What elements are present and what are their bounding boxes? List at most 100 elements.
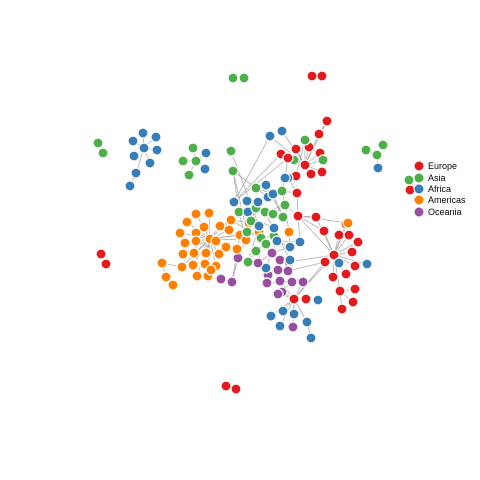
graph-node[interactable] [347, 296, 359, 308]
graph-node[interactable] [181, 216, 193, 228]
graph-node[interactable] [190, 235, 202, 247]
graph-node[interactable] [274, 275, 286, 287]
graph-node[interactable] [177, 248, 189, 260]
graph-node[interactable] [95, 248, 107, 260]
graph-node[interactable] [321, 115, 333, 127]
graph-node[interactable] [313, 128, 325, 140]
graph-node[interactable] [176, 261, 188, 273]
graph-node[interactable] [279, 199, 291, 211]
graph-node[interactable] [130, 167, 142, 179]
graph-node[interactable] [167, 279, 179, 291]
graph-node[interactable] [334, 285, 346, 297]
graph-node[interactable] [179, 237, 191, 249]
graph-node[interactable] [252, 196, 264, 208]
graph-node[interactable] [261, 277, 273, 289]
graph-node[interactable] [127, 135, 139, 147]
graph-node[interactable] [349, 283, 361, 295]
graph-node[interactable] [277, 305, 289, 317]
graph-node[interactable] [137, 127, 149, 139]
graph-node[interactable] [227, 165, 239, 177]
graph-node[interactable] [317, 154, 329, 166]
graph-node[interactable] [291, 187, 303, 199]
graph-node[interactable] [290, 143, 302, 155]
graph-node[interactable] [214, 220, 226, 232]
graph-node[interactable] [128, 150, 140, 162]
graph-node[interactable] [241, 226, 253, 238]
graph-node[interactable] [264, 130, 276, 142]
graph-node[interactable] [336, 303, 348, 315]
graph-node[interactable] [177, 155, 189, 167]
graph-node[interactable] [124, 180, 136, 192]
graph-node[interactable] [199, 163, 211, 175]
graph-node[interactable] [340, 268, 352, 280]
graph-node[interactable] [97, 147, 109, 159]
graph-node[interactable] [333, 229, 345, 241]
graph-node[interactable] [282, 152, 294, 164]
graph-node[interactable] [300, 293, 312, 305]
graph-node[interactable] [223, 224, 235, 236]
graph-node[interactable] [260, 238, 272, 250]
graph-node[interactable] [272, 264, 284, 276]
graph-node[interactable] [272, 288, 284, 300]
graph-node[interactable] [250, 182, 262, 194]
graph-node[interactable] [253, 220, 265, 232]
graph-node[interactable] [305, 332, 317, 344]
graph-node[interactable] [190, 155, 202, 167]
graph-node[interactable] [260, 262, 272, 274]
graph-node[interactable] [250, 245, 262, 257]
graph-node[interactable] [276, 185, 288, 197]
graph-node[interactable] [319, 256, 331, 268]
graph-node[interactable] [242, 256, 254, 268]
graph-node[interactable] [213, 248, 225, 260]
graph-node[interactable] [92, 137, 104, 149]
graph-node[interactable] [305, 168, 317, 180]
graph-node[interactable] [151, 144, 163, 156]
graph-node[interactable] [297, 276, 309, 288]
graph-node[interactable] [277, 211, 289, 223]
graph-node[interactable] [287, 321, 299, 333]
graph-node[interactable] [328, 249, 340, 261]
graph-node[interactable] [188, 247, 200, 259]
graph-node[interactable] [349, 260, 361, 272]
graph-node[interactable] [191, 270, 203, 282]
graph-node[interactable] [294, 236, 306, 248]
graph-node[interactable] [215, 273, 227, 285]
graph-node[interactable] [274, 254, 286, 266]
graph-node[interactable] [187, 142, 199, 154]
graph-node[interactable] [183, 169, 195, 181]
graph-node[interactable] [372, 162, 384, 174]
graph-node[interactable] [200, 247, 212, 259]
graph-node[interactable] [299, 159, 311, 171]
graph-node[interactable] [371, 149, 383, 161]
graph-node[interactable] [274, 320, 286, 332]
graph-node[interactable] [231, 243, 243, 255]
graph-node[interactable] [260, 179, 272, 191]
graph-node[interactable] [241, 195, 253, 207]
graph-node[interactable] [100, 258, 112, 270]
graph-node[interactable] [318, 225, 330, 237]
graph-node[interactable] [238, 72, 250, 84]
graph-node[interactable] [220, 380, 232, 392]
graph-node[interactable] [190, 208, 202, 220]
graph-node[interactable] [292, 210, 304, 222]
graph-node[interactable] [226, 276, 238, 288]
graph-node[interactable] [227, 72, 239, 84]
graph-node[interactable] [310, 211, 322, 223]
graph-node[interactable] [200, 147, 212, 159]
graph-node[interactable] [144, 157, 156, 169]
graph-node[interactable] [361, 258, 373, 270]
graph-node[interactable] [343, 229, 355, 241]
graph-node[interactable] [268, 222, 280, 234]
graph-node[interactable] [286, 276, 298, 288]
graph-node[interactable] [228, 196, 240, 208]
graph-node[interactable] [283, 226, 295, 238]
graph-node[interactable] [346, 246, 358, 258]
graph-node[interactable] [404, 184, 416, 196]
graph-node[interactable] [210, 235, 222, 247]
graph-node[interactable] [288, 308, 300, 320]
graph-node[interactable] [342, 217, 354, 229]
graph-node[interactable] [333, 257, 345, 269]
graph-node[interactable] [299, 134, 311, 146]
graph-node[interactable] [203, 207, 215, 219]
graph-node[interactable] [279, 172, 291, 184]
